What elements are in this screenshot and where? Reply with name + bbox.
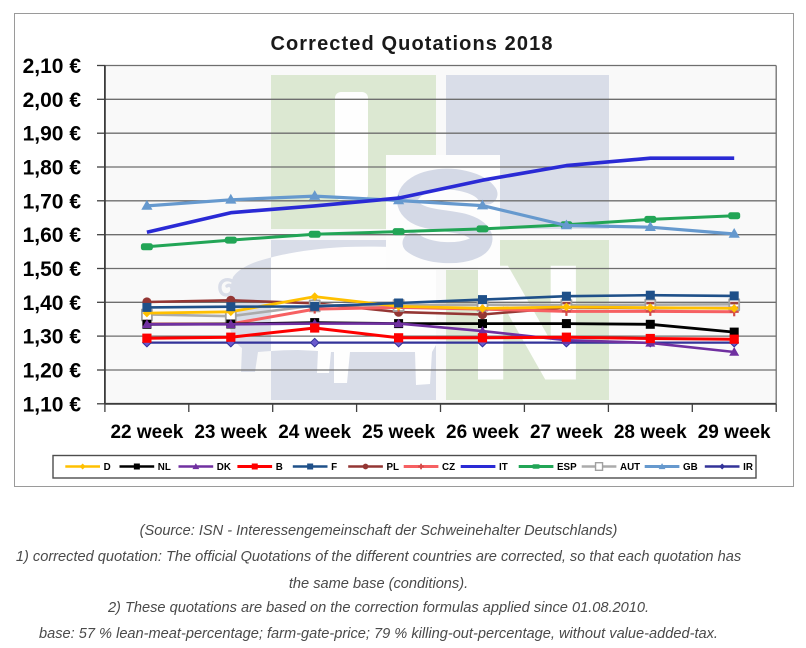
svg-text:1,20 €: 1,20 € — [23, 360, 82, 383]
svg-text:24 week: 24 week — [278, 422, 351, 443]
svg-text:D: D — [104, 462, 111, 473]
svg-text:Corrected Quotations 2018: Corrected Quotations 2018 — [270, 33, 553, 55]
svg-text:27 week: 27 week — [530, 422, 603, 443]
svg-text:25 week: 25 week — [362, 422, 435, 443]
svg-text:CZ: CZ — [442, 462, 455, 473]
svg-text:B: B — [276, 462, 283, 473]
svg-text:NL: NL — [158, 462, 171, 473]
svg-text:1,30 €: 1,30 € — [23, 326, 82, 349]
svg-text:IT: IT — [499, 462, 508, 473]
svg-text:1,50 €: 1,50 € — [23, 258, 82, 281]
svg-text:26 week: 26 week — [446, 422, 519, 443]
svg-text:1,60 €: 1,60 € — [23, 224, 82, 247]
svg-text:2,00 €: 2,00 € — [23, 89, 82, 112]
svg-text:1,80 €: 1,80 € — [23, 157, 82, 180]
svg-text:F: F — [331, 462, 337, 473]
svg-text:AUT: AUT — [620, 462, 640, 473]
svg-text:1,90 €: 1,90 € — [23, 123, 82, 146]
svg-text:23 week: 23 week — [194, 422, 267, 443]
svg-text:ESP: ESP — [557, 462, 577, 473]
svg-text:2,10 €: 2,10 € — [23, 55, 82, 78]
svg-text:DK: DK — [217, 462, 231, 473]
svg-text:29 week: 29 week — [698, 422, 771, 443]
svg-text:1,10 €: 1,10 € — [23, 393, 82, 416]
svg-text:28 week: 28 week — [614, 422, 687, 443]
svg-text:22 week: 22 week — [110, 422, 183, 443]
svg-text:1,40 €: 1,40 € — [23, 292, 82, 315]
svg-text:1,70 €: 1,70 € — [23, 190, 82, 213]
svg-text:GB: GB — [683, 462, 698, 473]
svg-text:IR: IR — [743, 462, 753, 473]
svg-text:PL: PL — [387, 462, 400, 473]
